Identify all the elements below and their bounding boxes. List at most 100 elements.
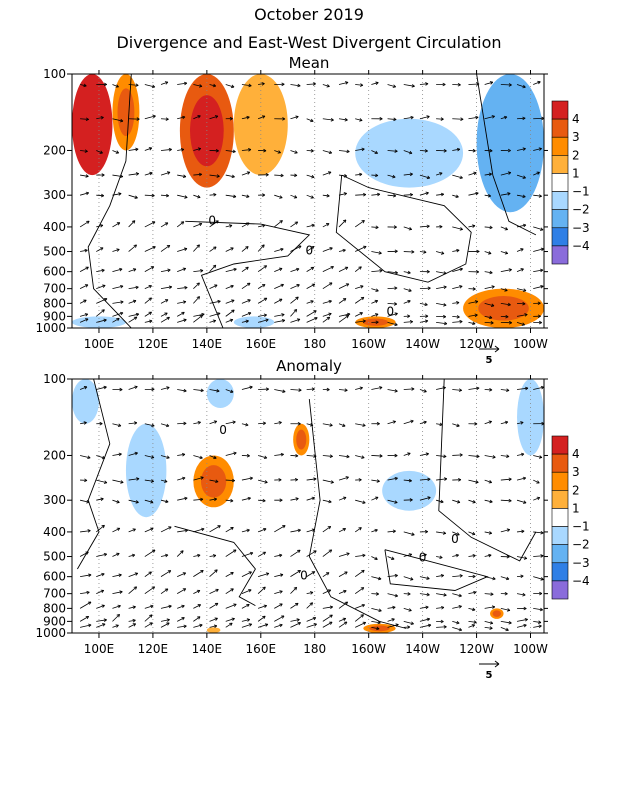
wind-vector xyxy=(128,572,138,578)
wind-vector xyxy=(96,116,104,120)
wind-vector-head xyxy=(360,285,364,289)
wind-vector-head xyxy=(375,288,379,292)
wind-vector-head xyxy=(521,529,525,534)
wind-vector-head xyxy=(132,605,136,610)
wind-vector xyxy=(500,620,512,624)
wind-vector-head xyxy=(342,298,347,302)
wind-vector-head xyxy=(394,389,398,393)
wind-vector xyxy=(176,588,186,595)
wind-vector-head xyxy=(117,423,122,428)
wind-vector xyxy=(112,605,121,609)
x-tick-label-180: 180 xyxy=(303,337,326,351)
wind-vector xyxy=(80,174,89,177)
wind-vector-head xyxy=(314,316,318,321)
wind-vector-head xyxy=(279,195,283,199)
wind-vector-head xyxy=(475,191,479,196)
wind-vector-head xyxy=(101,572,105,577)
wind-vector xyxy=(516,453,525,456)
wind-vector xyxy=(290,619,300,622)
wind-vector xyxy=(516,321,525,326)
wind-vector xyxy=(241,84,252,87)
wind-vector xyxy=(354,569,365,577)
wind-vector xyxy=(160,222,169,228)
wind-vector-head xyxy=(263,297,268,301)
wind-vector xyxy=(387,593,398,597)
wind-vector-head xyxy=(440,192,445,197)
wind-vector xyxy=(128,606,136,609)
wind-vector xyxy=(533,479,540,484)
wind-vector xyxy=(452,454,463,456)
wind-vector xyxy=(160,118,169,120)
wind-vector xyxy=(274,267,283,273)
wind-vector xyxy=(193,455,203,459)
wind-vector-head xyxy=(455,194,459,199)
wind-vector xyxy=(160,499,169,503)
zero-contour-2 xyxy=(308,399,407,629)
wind-vector-head xyxy=(182,476,186,481)
wind-vector-head xyxy=(152,114,156,119)
wind-vector-head xyxy=(473,620,477,624)
wind-vector-head xyxy=(215,220,219,224)
wind-vector xyxy=(452,575,463,578)
wind-vector-head xyxy=(101,455,106,460)
wind-vector xyxy=(241,423,249,426)
wind-vector xyxy=(160,299,169,304)
wind-vector xyxy=(274,525,286,533)
reference-vector-label: 5 xyxy=(486,670,493,681)
wind-vector xyxy=(257,265,267,272)
wind-vector-head xyxy=(375,592,380,596)
wind-vector xyxy=(112,317,120,323)
wind-vector xyxy=(436,321,447,325)
wind-vector-head xyxy=(197,604,202,608)
wind-vector-head xyxy=(375,81,379,85)
wind-vector xyxy=(160,171,171,176)
wind-vector-head xyxy=(489,626,493,630)
wind-vector xyxy=(177,287,188,290)
wind-vector xyxy=(193,84,203,87)
wind-vector-head xyxy=(212,319,217,323)
wind-vector xyxy=(96,573,105,578)
wind-vector xyxy=(177,572,186,578)
wind-vector xyxy=(112,222,121,228)
wind-vector-head xyxy=(523,556,528,560)
wind-vector xyxy=(193,528,205,533)
wind-vector-head xyxy=(394,312,398,316)
wind-vector xyxy=(419,453,429,456)
wind-vector xyxy=(306,246,315,252)
wind-vector xyxy=(338,476,349,481)
wind-vector xyxy=(371,82,379,85)
wind-vector-head xyxy=(358,478,362,482)
wind-vector-head xyxy=(133,244,137,248)
wind-vector xyxy=(128,586,137,594)
wind-vector xyxy=(452,226,463,230)
wind-vector-head xyxy=(490,592,494,596)
wind-vector-head xyxy=(101,268,105,273)
wind-vector xyxy=(144,172,153,176)
wind-vector-head xyxy=(99,421,103,426)
wind-vector xyxy=(128,194,138,199)
wind-vector-head xyxy=(119,118,124,123)
wind-vector xyxy=(241,149,251,151)
wind-vector-head xyxy=(456,147,461,152)
colorbar-label-1: 3 xyxy=(572,130,580,144)
x-tick-label-140w: 140W xyxy=(405,337,440,351)
wind-vector-head xyxy=(539,227,544,231)
wind-vector-head xyxy=(247,496,251,501)
wind-vector-head xyxy=(426,269,430,274)
wind-vector-head xyxy=(508,477,512,482)
wind-vector-head xyxy=(375,320,379,325)
wind-vector-head xyxy=(197,420,201,425)
wind-vector xyxy=(209,194,217,196)
divergence-region-5 xyxy=(382,470,437,511)
wind-vector-head xyxy=(522,175,526,179)
wind-vector xyxy=(338,315,349,323)
divergence-core-8 xyxy=(492,610,502,617)
wind-vector xyxy=(80,574,92,578)
wind-vector xyxy=(274,421,282,425)
wind-vector-head xyxy=(312,616,317,621)
wind-vector xyxy=(306,83,316,85)
wind-vector xyxy=(452,620,460,624)
wind-vector-head xyxy=(407,314,411,318)
wind-vector-head xyxy=(379,116,383,121)
y-tick-label-100: 100 xyxy=(43,372,66,386)
